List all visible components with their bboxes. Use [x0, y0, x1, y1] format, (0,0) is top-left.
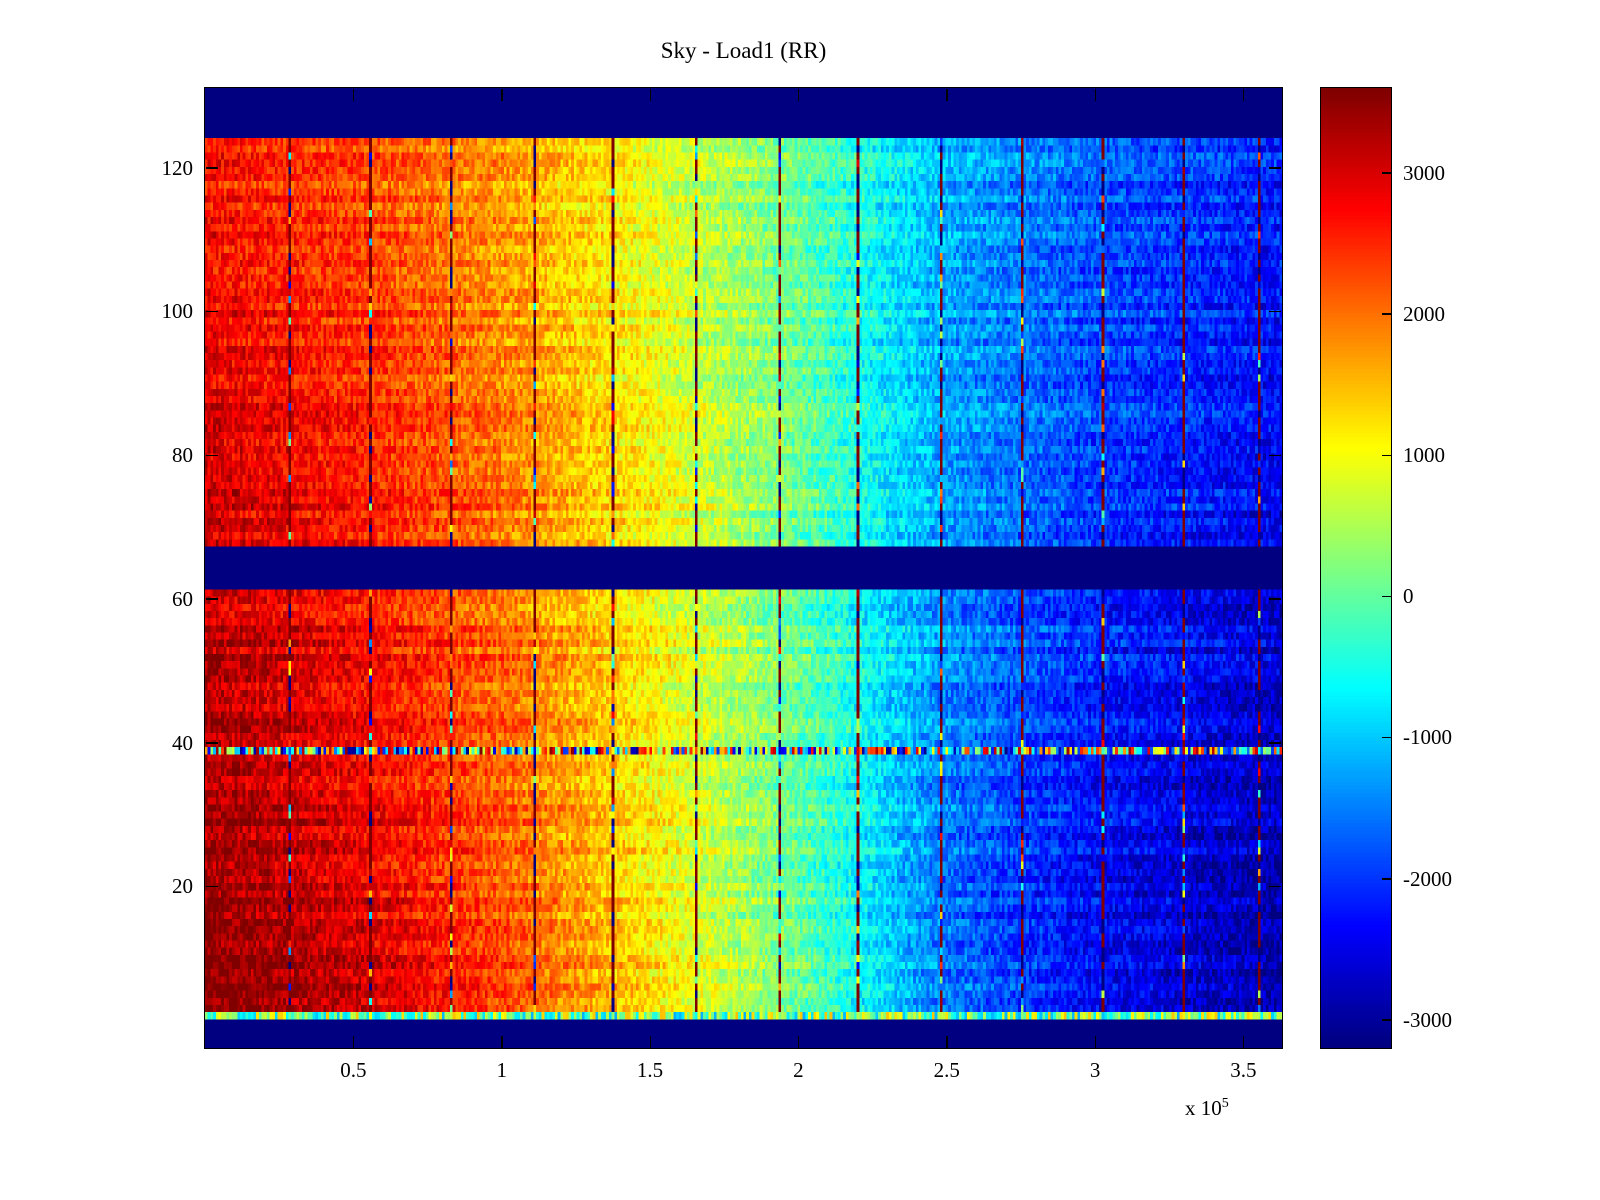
y-tick-label: 40	[172, 730, 193, 755]
x-tick-label: 1.5	[636, 1058, 664, 1082]
x-tick-mark	[352, 89, 355, 101]
x-tick-label: 2	[793, 1058, 804, 1082]
colorbar-tick-mark	[1382, 454, 1391, 457]
y-tick-label: 80	[172, 443, 193, 468]
y-tick-mark	[1269, 742, 1281, 744]
x-tick-mark	[797, 89, 800, 101]
x-tick-mark	[1242, 1036, 1245, 1048]
x-tick-label: 2.5	[933, 1058, 960, 1082]
y-tick-mark	[206, 167, 218, 169]
x-tick-mark	[1242, 89, 1245, 101]
y-tick-mark	[206, 310, 218, 313]
colorbar-tick-label: 3000	[1403, 160, 1445, 185]
colorbar-tick-mark	[1382, 736, 1391, 739]
colorbar-tick-label: -3000	[1403, 1007, 1452, 1032]
y-tick-mark	[1269, 310, 1281, 313]
y-tick-mark	[1269, 598, 1281, 600]
x-tick-mark	[1094, 89, 1097, 101]
colorbar-canvas	[1321, 88, 1391, 1048]
y-tick-mark	[206, 742, 218, 744]
chart-title: Sky - Load1 (RR)	[660, 38, 827, 63]
y-tick-mark	[206, 598, 218, 600]
x-tick-mark	[501, 89, 503, 101]
x-tick-label: 0.5	[340, 1058, 367, 1082]
x-tick-label: 3	[1089, 1058, 1101, 1082]
colorbar-tick-label: 1000	[1403, 443, 1445, 468]
colorbar-tick-label: -2000	[1403, 866, 1452, 891]
x-tick-mark	[946, 89, 948, 101]
y-tick-label: 100	[161, 299, 194, 324]
colorbar-tick-mark	[1382, 313, 1391, 315]
x-tick-mark	[649, 1036, 652, 1048]
x-tick-mark	[352, 1036, 355, 1048]
x-tick-mark	[797, 1036, 800, 1048]
y-tick-mark	[206, 454, 218, 457]
colorbar-tick-label: -1000	[1403, 725, 1452, 750]
colorbar	[1320, 87, 1392, 1049]
plot-area	[204, 87, 1283, 1049]
colorbar-tick-label: 0	[1403, 584, 1414, 609]
colorbar-tick-label: 2000	[1403, 301, 1445, 326]
y-tick-label: 60	[172, 586, 193, 611]
colorbar-tick-mark	[1382, 595, 1391, 598]
y-tick-mark	[206, 885, 218, 888]
heatmap-canvas	[205, 88, 1282, 1048]
x-tick-mark	[1094, 1036, 1097, 1048]
x-tick-mark	[946, 1036, 948, 1048]
x-tick-mark	[501, 1036, 503, 1048]
y-tick-mark	[1269, 454, 1281, 457]
colorbar-tick-mark	[1382, 172, 1391, 174]
colorbar-tick-mark	[1382, 878, 1391, 880]
x-axis-exponent-label: x 105	[1185, 1096, 1229, 1120]
x-tick-label: 3.5	[1230, 1058, 1257, 1082]
y-tick-mark	[1269, 885, 1281, 888]
x-tick-mark	[649, 89, 652, 101]
y-tick-mark	[1269, 167, 1281, 169]
y-tick-label: 20	[172, 874, 193, 899]
y-tick-label: 120	[161, 155, 194, 180]
x-tick-label: 1	[496, 1058, 507, 1082]
colorbar-tick-mark	[1382, 1019, 1391, 1021]
